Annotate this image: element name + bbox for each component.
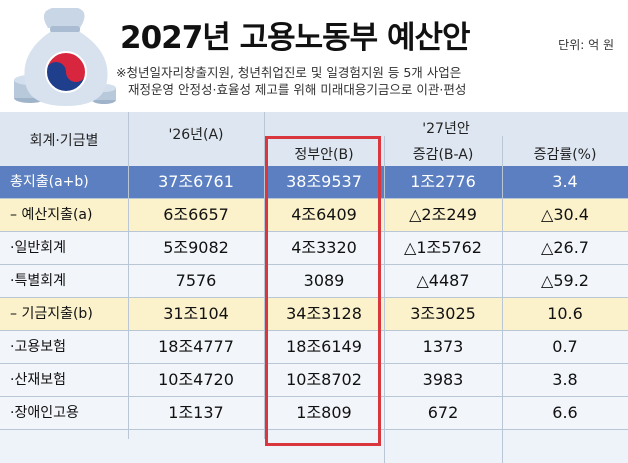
value-rate: 3.4 — [552, 172, 578, 191]
value-diff: 1조2776 — [410, 172, 476, 191]
value-rate: △59.2 — [541, 271, 589, 290]
table-row: ·산재보험 10조4720 10조8702 3983 3.8 — [0, 364, 628, 397]
table-row: – 기금지출(b) 31조104 34조3128 3조3025 10.6 — [0, 298, 628, 331]
table-row: 총지출(a+b) 37조6761 38조9537 1조2776 3.4 — [0, 166, 628, 199]
value-gov: 1조809 — [296, 403, 352, 422]
value-diff: 3조3025 — [410, 304, 476, 323]
value-gov: 3089 — [303, 271, 345, 290]
table-row: ·장애인고용 1조137 1조809 672 6.6 — [0, 397, 628, 430]
col-header-rate: 증감률(%) — [533, 147, 597, 163]
value-gov: 18조6149 — [286, 337, 362, 356]
value-diff: △2조249 — [409, 205, 477, 224]
header: 2027년 고용노동부 예산안 단위: 억 원 ※청년일자리창출지원, 청년취업… — [0, 0, 628, 112]
row-label: 총지출(a+b) — [10, 174, 89, 190]
column-divider — [264, 112, 265, 439]
value-gov: 34조3128 — [286, 304, 362, 323]
value-2026: 18조4777 — [158, 337, 234, 356]
table-row: – 예산지출(a) 6조6657 4조6409 △2조249 △30.4 — [0, 199, 628, 232]
value-2026: 5조9082 — [163, 238, 229, 257]
value-rate: 6.6 — [552, 403, 578, 422]
value-gov: 4조6409 — [291, 205, 357, 224]
col-header-2026: '26년(A) — [168, 127, 224, 143]
value-2026: 6조6657 — [163, 205, 229, 224]
value-rate: 0.7 — [552, 337, 578, 356]
row-label: ·일반회계 — [10, 240, 66, 256]
col-header-gov: 정부안(B) — [294, 147, 354, 163]
taegeuk-emblem-icon — [45, 51, 87, 93]
page-title: 2027년 고용노동부 예산안 — [120, 20, 471, 56]
column-divider — [384, 136, 385, 463]
table-row: ·고용보험 18조4777 18조6149 1373 0.7 — [0, 331, 628, 364]
row-label: ·장애인고용 — [10, 405, 79, 421]
value-gov: 4조3320 — [291, 238, 357, 257]
row-label: – 예산지출(a) — [10, 207, 93, 223]
column-divider — [128, 112, 129, 439]
col-header-2027-group: '27년안 — [422, 121, 470, 137]
row-label: ·산재보험 — [10, 372, 66, 388]
row-label: ·특별회계 — [10, 273, 66, 289]
budget-table: 회계·기금별 '26년(A) '27년안 정부안(B) 증감(B-A) 증감률(… — [0, 112, 628, 463]
note-line: ※청년일자리창출지원, 청년취업진로 및 일경험지원 등 5개 사업은 — [116, 65, 462, 80]
value-2026: 31조104 — [163, 304, 229, 323]
value-rate: 3.8 — [552, 370, 578, 389]
value-diff: 3983 — [422, 370, 464, 389]
table-header: 회계·기금별 '26년(A) '27년안 정부안(B) 증감(B-A) 증감률(… — [0, 112, 628, 167]
value-2026: 7576 — [175, 271, 217, 290]
value-rate: △30.4 — [541, 205, 589, 224]
value-rate: 10.6 — [547, 304, 583, 323]
col-header-diff: 증감(B-A) — [412, 147, 474, 163]
value-gov: 38조9537 — [286, 172, 362, 191]
table-row: ·특별회계 7576 3089 △4487 △59.2 — [0, 265, 628, 298]
value-diff: 1373 — [422, 337, 464, 356]
column-divider — [502, 136, 503, 463]
note-line: 재정운영 안정성·효율성 제고를 위해 미래대응기금으로 이관·편성 — [128, 82, 467, 97]
value-2026: 10조4720 — [158, 370, 234, 389]
note: ※청년일자리창출지원, 청년취업진로 및 일경험지원 등 5개 사업은 재정운영… — [116, 64, 466, 98]
value-2026: 1조137 — [168, 403, 224, 422]
row-label: – 기금지출(b) — [10, 306, 93, 322]
table-row: ·일반회계 5조9082 4조3320 △1조5762 △26.7 — [0, 232, 628, 265]
row-label: ·고용보험 — [10, 339, 66, 355]
unit-label: 단위: 억 원 — [558, 38, 614, 52]
value-diff: △4487 — [416, 271, 470, 290]
col-header-account: 회계·기금별 — [29, 133, 99, 149]
value-rate: △26.7 — [541, 238, 589, 257]
value-diff: 672 — [427, 403, 459, 422]
value-2026: 37조6761 — [158, 172, 234, 191]
money-bag-icon — [14, 8, 116, 106]
value-diff: △1조5762 — [404, 238, 482, 257]
value-gov: 10조8702 — [286, 370, 362, 389]
